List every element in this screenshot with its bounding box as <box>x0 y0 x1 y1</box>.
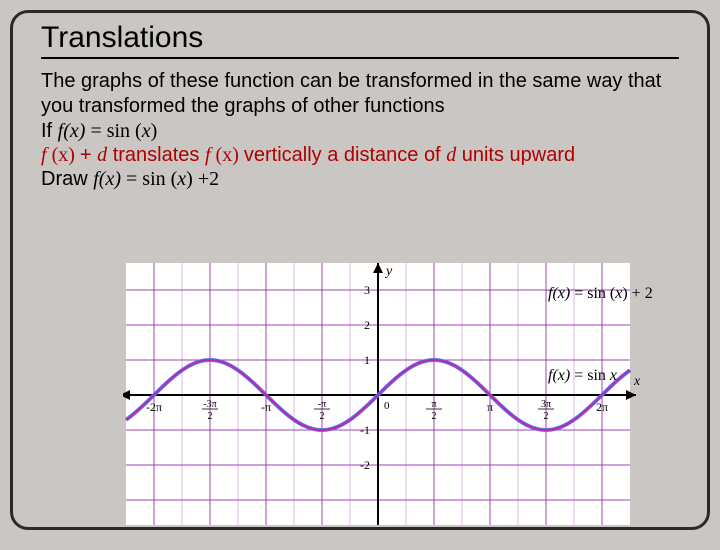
svg-text:3: 3 <box>364 283 370 297</box>
chart-svg: 321-1-2-2π-3π2-π-π20π2π3π22πyxf(x) = sin… <box>123 263 673 525</box>
svg-text:x: x <box>633 374 641 389</box>
rule-vert: vertically a distance of <box>244 144 446 166</box>
rule-x2: (x) <box>216 144 244 166</box>
svg-text:2π: 2π <box>596 400 608 414</box>
svg-text:f(x) = sin (x) + 2: f(x) = sin (x) + 2 <box>548 285 653 302</box>
if-close: ) <box>151 120 158 142</box>
if-fx: f(x) <box>58 120 86 142</box>
svg-text:1: 1 <box>364 353 370 367</box>
draw-fx: f(x) <box>93 168 121 190</box>
svg-text:π: π <box>487 400 493 414</box>
svg-text:2: 2 <box>320 411 325 422</box>
rule-d1: d <box>97 144 107 166</box>
if-eq: = sin ( <box>85 120 141 142</box>
svg-text:π: π <box>431 399 436 410</box>
svg-text:-3π: -3π <box>203 399 216 410</box>
rule-f2: f <box>205 144 216 166</box>
svg-text:2: 2 <box>544 411 549 422</box>
sine-chart: 321-1-2-2π-3π2-π-π20π2π3π22πyxf(x) = sin… <box>123 263 673 528</box>
rule-d2: d <box>446 144 456 166</box>
rule-f1: f <box>41 144 52 166</box>
draw-x: x <box>177 168 186 190</box>
rule-x1: (x) <box>52 144 80 166</box>
draw-label: Draw <box>41 168 93 190</box>
rule-units: units upward <box>456 144 575 166</box>
svg-text:-2π: -2π <box>146 400 162 414</box>
if-label: If <box>41 120 58 142</box>
slide: Translations The graphs of these functio… <box>10 10 710 530</box>
draw-close: ) +2 <box>186 168 219 190</box>
svg-text:2: 2 <box>432 411 437 422</box>
svg-text:2: 2 <box>208 411 213 422</box>
svg-text:-π: -π <box>261 400 271 414</box>
svg-text:0: 0 <box>384 400 390 412</box>
rule-line: f (x) + d translates f (x) vertically a … <box>41 144 679 167</box>
rule-translates: translates <box>107 144 205 166</box>
draw-eq: = sin ( <box>121 168 177 190</box>
svg-text:f(x) = sin x: f(x) = sin x <box>548 367 617 384</box>
body-paragraph: The graphs of these function can be tran… <box>41 69 679 119</box>
draw-line: Draw f(x) = sin (x) +2 <box>41 167 679 192</box>
if-x: x <box>142 120 151 142</box>
svg-text:-1: -1 <box>360 423 370 437</box>
svg-text:-2: -2 <box>360 458 370 472</box>
svg-text:2: 2 <box>364 318 370 332</box>
slide-title: Translations <box>41 21 679 59</box>
if-line: If f(x) = sin (x) <box>41 119 679 144</box>
rule-plus: + <box>80 144 97 166</box>
svg-text:y: y <box>384 264 393 279</box>
svg-text:-π: -π <box>318 399 326 410</box>
svg-text:3π: 3π <box>541 399 551 410</box>
